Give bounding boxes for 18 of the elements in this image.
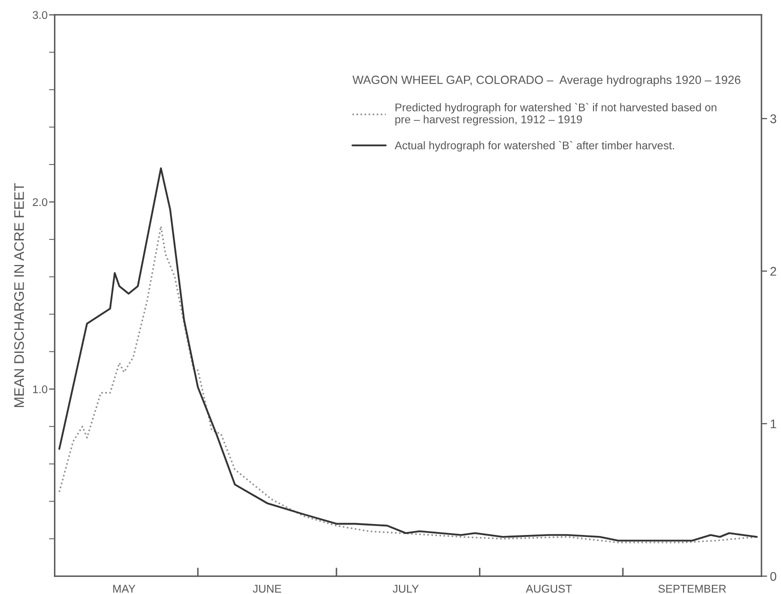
- line-series: [58, 226, 758, 544]
- x-tick-label: JULY: [392, 584, 419, 593]
- y2-tick-label: 3: [770, 114, 776, 124]
- x-tick-label: AUGUST: [526, 584, 572, 593]
- y-tick-label: 3.0: [32, 11, 48, 19]
- x-tick-label: SEPTEMBER: [658, 584, 726, 593]
- x-tick-label: JUNE: [252, 584, 282, 593]
- legend-label: Actual hydrograph for watershed `B` after timber harvest.: [394, 141, 674, 152]
- legend-label: Predicted hydrograph for watershed `B` if not harvested based on pre – harvest regression, 1912 – 1919: [395, 103, 716, 126]
- y2-tick-label: 2: [770, 266, 776, 276]
- x-tick-label: MAY: [113, 584, 136, 593]
- y-tick-label: 1.0: [33, 385, 48, 394]
- line-series: [58, 167, 758, 542]
- y2-tick-label: 1: [770, 420, 776, 428]
- y-tick-label: 2.0: [32, 198, 48, 206]
- y2-tick-label: 0: [770, 572, 776, 581]
- legend-title: WAGON WHEEL GAP, COLORADO – Average hydrographs 1920 – 1926: [352, 75, 740, 86]
- y-axis-title: MEAN DISCHARGE IN ACRE FEET: [14, 183, 24, 408]
